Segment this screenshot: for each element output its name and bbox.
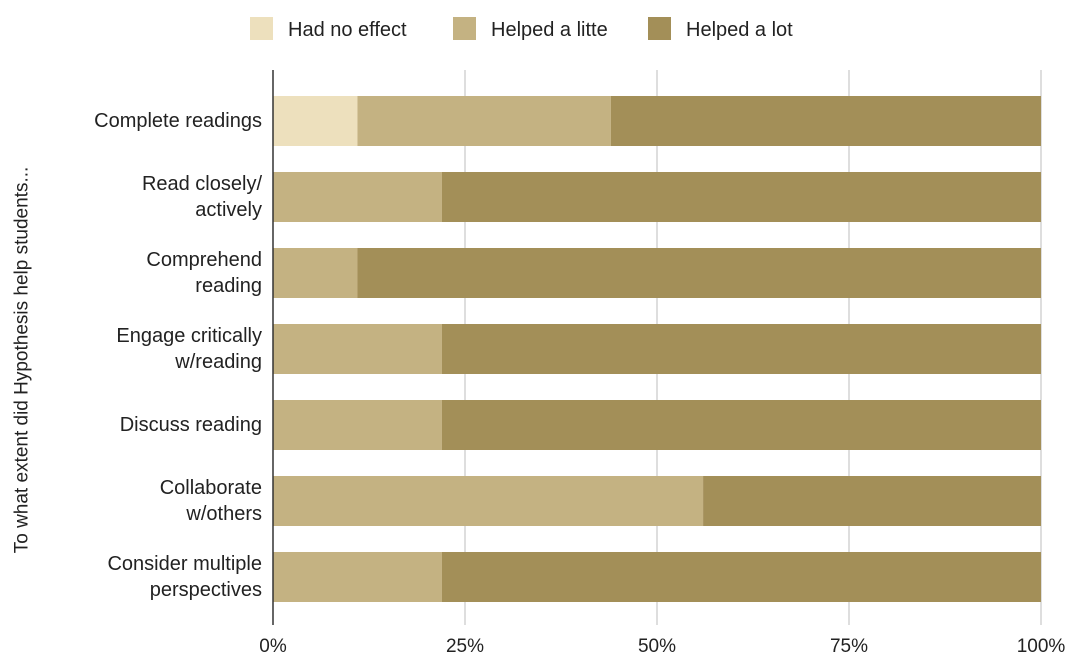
bar-5-series-2 bbox=[273, 400, 442, 450]
category-label-line: Consider multiple bbox=[107, 553, 262, 575]
bar-1-series-1 bbox=[273, 96, 358, 146]
legend-label: Helped a litte bbox=[491, 19, 608, 41]
bar-2-series-2 bbox=[273, 172, 442, 222]
category-label-line: Collaborate bbox=[160, 477, 262, 499]
bar-7-series-3 bbox=[441, 552, 1042, 602]
x-tick-label: 25% bbox=[446, 636, 484, 657]
category-label-line: Discuss reading bbox=[120, 414, 262, 436]
bar-3-series-3 bbox=[357, 248, 1042, 298]
bar-6-series-2 bbox=[273, 476, 704, 526]
y-axis-title: To what extent did Hypothesis help stude… bbox=[12, 167, 33, 554]
legend-swatch bbox=[648, 17, 671, 40]
legend-item-3: Helped a lot bbox=[648, 17, 793, 41]
category-label-line: Complete readings bbox=[94, 110, 262, 132]
legend: Had no effect Helped a litte Helped a lot bbox=[250, 17, 793, 41]
legend-label: Had no effect bbox=[288, 19, 407, 41]
category-label-line: actively bbox=[195, 199, 262, 221]
category-labels: Complete readings Read closely/actively Co… bbox=[94, 110, 262, 601]
category-label-line: w/reading bbox=[174, 351, 262, 373]
category-label: Engage critically w/reading bbox=[116, 325, 262, 373]
category-label-line: Engage critically bbox=[116, 325, 262, 347]
category-label: Collaborate w/others bbox=[160, 477, 262, 525]
legend-swatch bbox=[250, 17, 273, 40]
bar-1-series-3 bbox=[610, 96, 1041, 146]
bar-4-series-2 bbox=[273, 324, 442, 374]
category-label-line: reading bbox=[195, 275, 262, 297]
legend-item-2: Helped a litte bbox=[453, 17, 608, 41]
category-label: Read closely/actively bbox=[142, 173, 263, 221]
x-tick-label: 75% bbox=[830, 636, 868, 657]
category-label: Complete readings bbox=[94, 110, 262, 132]
x-tick-label: 50% bbox=[638, 636, 676, 657]
bar-7-series-2 bbox=[273, 552, 442, 602]
bars bbox=[273, 96, 1042, 602]
category-label: Comprehend reading bbox=[146, 249, 262, 297]
category-label: Consider multiple perspectives bbox=[107, 553, 262, 601]
bar-6-series-3 bbox=[703, 476, 1041, 526]
category-label-line: Comprehend bbox=[146, 249, 262, 271]
x-tick-labels: 0% 25% 50% 75% 100% bbox=[259, 636, 1065, 657]
category-label-line: Read closely/ bbox=[142, 173, 263, 195]
bar-4-series-3 bbox=[441, 324, 1042, 374]
bar-5-series-3 bbox=[441, 400, 1042, 450]
bar-1-series-2 bbox=[357, 96, 611, 146]
legend-item-1: Had no effect bbox=[250, 17, 407, 41]
category-label-line: perspectives bbox=[150, 579, 262, 601]
bar-3-series-2 bbox=[273, 248, 358, 298]
category-label-line: w/others bbox=[185, 503, 262, 525]
category-label: Discuss reading bbox=[120, 414, 262, 436]
x-tick-label: 0% bbox=[259, 636, 287, 657]
legend-label: Helped a lot bbox=[686, 19, 793, 41]
bar-2-series-3 bbox=[441, 172, 1042, 222]
legend-swatch bbox=[453, 17, 476, 40]
x-tick-label: 100% bbox=[1017, 636, 1066, 657]
